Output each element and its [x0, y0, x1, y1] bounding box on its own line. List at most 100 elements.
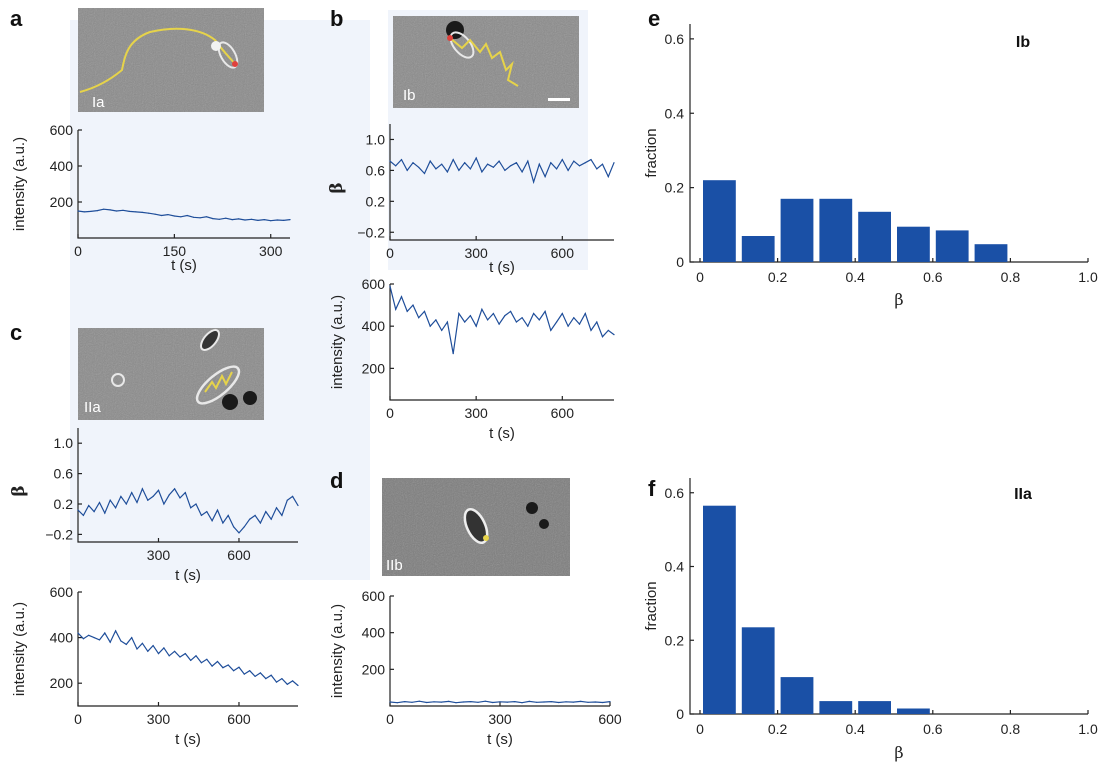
histogram-title: IIa — [1014, 486, 1032, 503]
data-point — [418, 166, 420, 168]
data-point — [263, 219, 265, 221]
data-point — [411, 701, 413, 703]
y-tick-label: 0.6 — [366, 162, 386, 178]
data-point — [281, 678, 283, 680]
data-point — [77, 210, 79, 212]
y-tick-label: 200 — [362, 661, 386, 677]
x-axis-label: t (s) — [489, 425, 515, 442]
data-point — [521, 702, 523, 704]
data-point — [98, 639, 101, 641]
data-point — [492, 701, 494, 704]
data-point — [492, 312, 494, 315]
data-point — [499, 701, 501, 703]
x-axis-label: t (s) — [175, 567, 201, 584]
y-axis-label: intensity (a.u.) — [11, 137, 28, 231]
data-point — [206, 658, 208, 660]
y-axis-label: β — [327, 182, 347, 193]
data-point — [567, 169, 569, 171]
y-tick-label: 200 — [362, 360, 386, 376]
data-point — [544, 310, 546, 312]
x-tick-label: 0 — [74, 711, 82, 727]
data-point — [109, 641, 111, 643]
data-point — [243, 673, 245, 675]
data-point — [199, 217, 201, 219]
data-point — [141, 211, 143, 213]
data-point — [475, 325, 477, 327]
data-point — [538, 163, 540, 165]
y-tick-label: 0.2 — [665, 632, 685, 648]
histogram-bar — [741, 627, 775, 714]
histogram-bar — [897, 226, 930, 262]
data-point — [157, 653, 160, 655]
chart-d-intensity: 200 400 600 0 300 600 t (s) intensity (a.u.) — [329, 588, 622, 748]
data-point — [128, 210, 130, 212]
x-tick-label: 1.0 — [1078, 721, 1098, 737]
data-point — [104, 512, 106, 514]
data-point — [275, 681, 278, 683]
data-point — [462, 701, 464, 703]
data-point — [515, 162, 518, 164]
histogram-bar — [741, 236, 775, 262]
data-point — [147, 499, 149, 501]
data-point — [406, 169, 408, 171]
data-point — [441, 163, 443, 165]
bright-spot-a — [211, 41, 221, 51]
y-tick-label: 0.2 — [54, 496, 74, 512]
x-tick-label: 0.6 — [923, 269, 943, 285]
dark-particle-d1 — [526, 502, 538, 514]
x-tick-label: 300 — [147, 547, 171, 563]
data-point — [498, 160, 500, 162]
fluorescent-spot-a — [232, 61, 238, 67]
x-axis-label: β — [894, 290, 903, 309]
data-point — [276, 219, 278, 221]
histogram-bar — [858, 211, 891, 262]
x-tick-label: 0 — [696, 269, 704, 285]
x-tick-label: 0.8 — [1001, 269, 1021, 285]
y-tick-label: 400 — [362, 318, 386, 334]
data-point — [527, 325, 529, 327]
chart-a-intensity: 200 400 600 0 150 300 t (s) intensity (a.u.) — [11, 122, 291, 274]
axes-frame — [77, 592, 298, 707]
bacterium-cell-a — [217, 41, 239, 69]
bacterium-cell-c — [195, 365, 241, 405]
data-point — [211, 520, 213, 522]
dark-particle-c2 — [243, 391, 257, 405]
data-point — [464, 162, 466, 164]
data-point — [567, 325, 569, 327]
series-line — [389, 156, 615, 185]
data-point — [528, 700, 530, 703]
panel-letter-b: b — [330, 6, 343, 31]
x-tick-label: 0.2 — [768, 269, 788, 285]
trajectory-path-b — [449, 37, 519, 87]
data-point — [613, 162, 615, 164]
x-tick-label: 150 — [163, 243, 187, 259]
data-point — [521, 171, 523, 173]
data-point — [218, 218, 220, 220]
data-point — [435, 319, 437, 321]
data-point — [580, 700, 582, 703]
data-point — [136, 501, 138, 504]
data-point — [109, 499, 111, 501]
data-point — [184, 492, 186, 494]
data-point — [115, 210, 118, 212]
x-axis-label: t (s) — [487, 731, 513, 748]
data-point — [426, 701, 428, 704]
data-point — [104, 632, 106, 634]
data-point — [452, 159, 454, 161]
data-point — [481, 171, 483, 173]
chart-b-intensity: 200 400 600 0 300 600 t (s) intensity (a.u.) — [329, 276, 615, 442]
x-axis-label: β — [894, 743, 903, 762]
data-point — [136, 648, 138, 650]
data-point — [446, 171, 448, 173]
data-point — [506, 701, 508, 703]
data-point — [174, 488, 176, 490]
data-point — [469, 315, 471, 317]
data-point — [77, 509, 79, 511]
fluorescent-spot-b — [447, 35, 453, 41]
strain-label-b: Ib — [403, 87, 416, 104]
data-point — [286, 499, 288, 501]
data-point — [607, 176, 609, 178]
data-point — [152, 645, 154, 647]
data-point — [504, 315, 506, 317]
micrograph-a: Ia — [78, 8, 264, 112]
